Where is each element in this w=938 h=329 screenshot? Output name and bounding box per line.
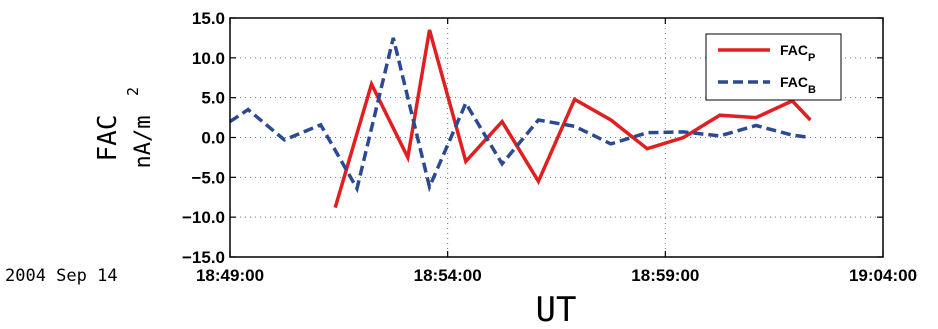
y-tick-label: 5.0 — [201, 89, 225, 108]
y-tick-label: −5.0 — [191, 168, 225, 187]
x-tick-label: 19:04:00 — [849, 266, 917, 285]
x-axis-label: UT — [536, 290, 577, 329]
x-tick-label: 18:49:00 — [196, 266, 264, 285]
y-tick-label: 0.0 — [201, 129, 225, 148]
y-axis-label: FAC nA/m 2 — [93, 87, 156, 169]
y-tick-label: −15.0 — [182, 248, 225, 267]
legend-label-p: FACP — [780, 42, 815, 64]
series-lines — [229, 29, 812, 209]
series-line-fac-b — [229, 37, 811, 194]
legend: FACP FACB — [705, 33, 842, 101]
y-axis-label-sup: 2 — [124, 87, 142, 96]
y-axis-label-line1: FAC — [93, 115, 123, 162]
legend-box — [705, 33, 842, 101]
y-tick-label: 10.0 — [192, 49, 225, 68]
x-tick-label: 18:59:00 — [631, 266, 699, 285]
y-tick-label: −10.0 — [182, 208, 225, 227]
date-label: 2004 Sep 14 — [5, 266, 118, 286]
axis-ticks: 15.0 10.0 5.0 0.0 −5.0 −10.0 −15.018:49:00 18:5… — [182, 9, 917, 285]
y-axis-label-line2: nA/m — [131, 116, 156, 169]
x-tick-label: 18:54:00 — [414, 266, 482, 285]
series-line-fac-p — [333, 29, 812, 209]
y-tick-label: 15.0 — [192, 9, 225, 28]
legend-label-b: FACB — [780, 74, 816, 96]
